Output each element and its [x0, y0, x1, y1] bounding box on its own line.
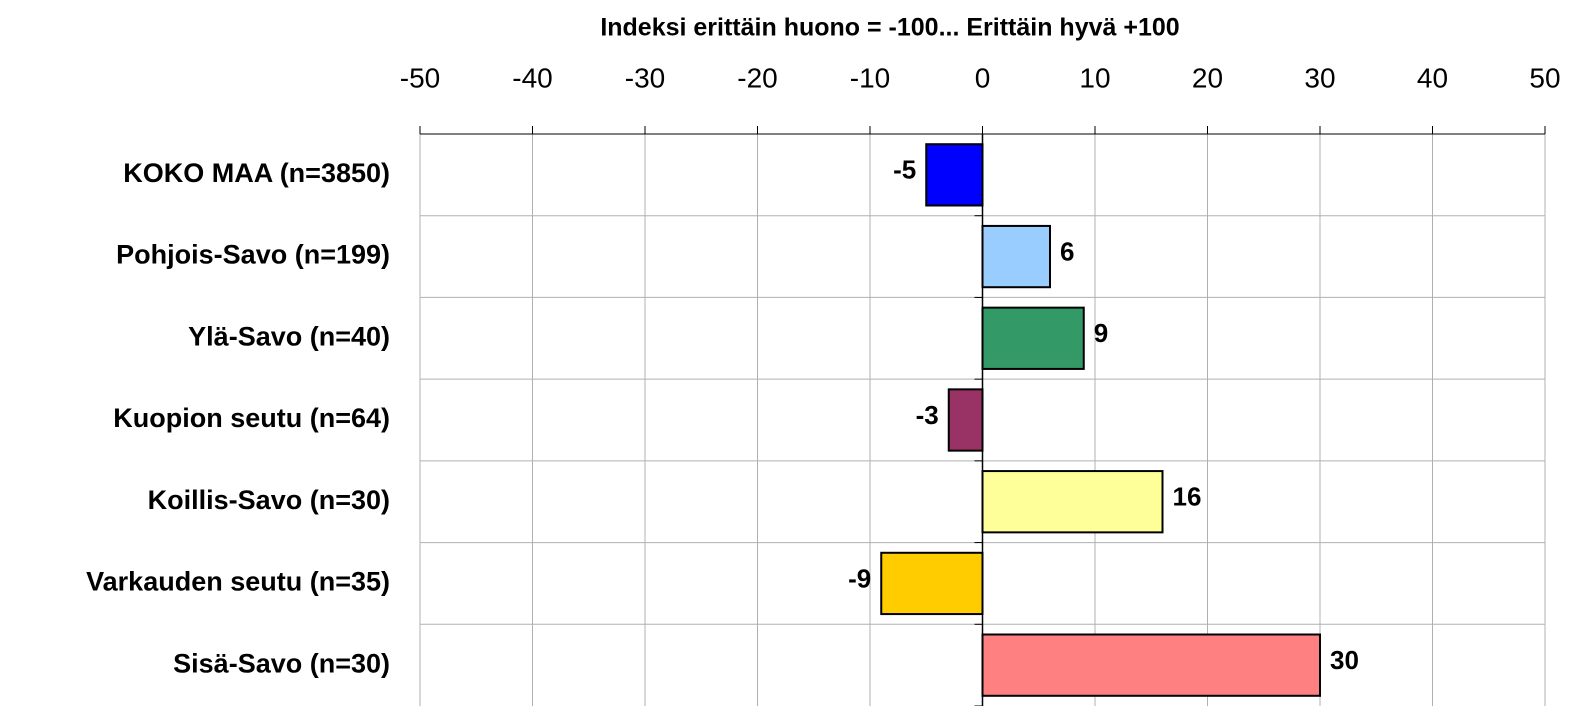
data-label: 6 — [1060, 236, 1074, 266]
bar — [947, 388, 984, 452]
y-tick-label: Sisä-Savo (n=30) — [173, 648, 390, 678]
data-label: -9 — [848, 563, 871, 593]
x-tick-label: 30 — [1304, 62, 1335, 93]
y-tick-label: Koillis-Savo (n=30) — [148, 485, 390, 515]
chart-title: Indeksi erittäin huono = -100... Erittäi… — [600, 14, 1179, 42]
data-label: 30 — [1330, 645, 1359, 675]
y-tick-label: Kuopion seutu (n=64) — [113, 403, 390, 433]
x-tick-label: -40 — [512, 62, 552, 93]
x-tick-label: -30 — [625, 62, 665, 93]
data-label: -5 — [893, 155, 916, 185]
bar — [981, 633, 1321, 697]
y-tick-label: Pohjois-Savo (n=199) — [116, 240, 390, 270]
x-tick-label: -50 — [400, 62, 440, 93]
data-label: -3 — [916, 400, 939, 430]
x-tick-label: -20 — [737, 62, 777, 93]
x-tick-label: -10 — [850, 62, 890, 93]
x-tick-label: 0 — [975, 62, 991, 93]
bar — [981, 306, 1085, 370]
y-tick-label: KOKO MAA (n=3850) — [123, 158, 390, 188]
x-tick-label: 40 — [1417, 62, 1448, 93]
y-tick-label: Varkauden seutu (n=35) — [86, 567, 390, 597]
data-label: 9 — [1094, 318, 1108, 348]
bar — [981, 470, 1164, 534]
bar — [925, 143, 984, 207]
bar — [981, 224, 1051, 289]
x-tick-label: 50 — [1529, 62, 1560, 93]
x-tick-label: 20 — [1192, 62, 1223, 93]
y-tick-label: Ylä-Savo (n=40) — [188, 321, 390, 351]
bar — [880, 551, 984, 616]
x-tick-label: 10 — [1079, 62, 1110, 93]
data-label: 16 — [1173, 482, 1202, 512]
